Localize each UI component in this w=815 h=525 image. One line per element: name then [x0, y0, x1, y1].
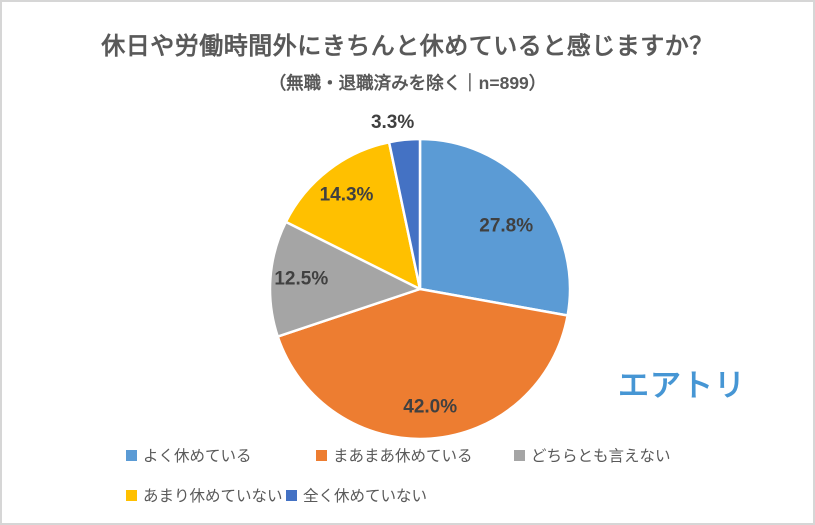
legend-swatch-icon: [316, 449, 327, 461]
pie-slice-value-label-3: 14.3%: [320, 184, 374, 205]
legend-label: どちらとも言えない: [531, 448, 671, 465]
airtrip-logo: エアトリ: [618, 368, 746, 403]
pie-slice-4: [387, 137, 422, 291]
legend-item-2: どちらとも言えない: [514, 446, 671, 465]
legend-label: あまり休めていない: [143, 488, 283, 505]
chart-title: 休日や労働時間外にきちんと休めていると感じますか？: [101, 33, 714, 60]
pie-slice-value-label-0: 27.8%: [479, 216, 533, 237]
legend-label: 全く休めていない: [303, 488, 428, 505]
pie-slice-0: [418, 137, 572, 317]
legend-label: まあまあ休めている: [333, 448, 473, 465]
pie-slice-2: [268, 220, 422, 338]
legend-item-4: 全く休めていない: [286, 486, 428, 505]
legend-swatch-icon: [126, 449, 137, 461]
pie-slice-value-label-2: 12.5%: [274, 269, 328, 290]
legend-item-1: まあまあ休めている: [316, 446, 473, 465]
pie-slice-value-label-1: 42.0%: [403, 397, 457, 418]
legend-label: よく休めている: [143, 448, 252, 465]
legend-item-3: あまり休めていない: [126, 486, 283, 505]
legend-swatch-icon: [286, 489, 297, 501]
legend-swatch-icon: [514, 449, 525, 461]
pie-slice-3: [284, 140, 422, 291]
legend-swatch-icon: [126, 489, 137, 501]
pie-slice-1: [276, 287, 569, 441]
pie-slice-value-label-4: 3.3%: [371, 112, 414, 133]
chart-subtitle: （無職・退職済みを除く｜n=899）: [268, 73, 547, 93]
legend-item-0: よく休めている: [126, 446, 252, 465]
